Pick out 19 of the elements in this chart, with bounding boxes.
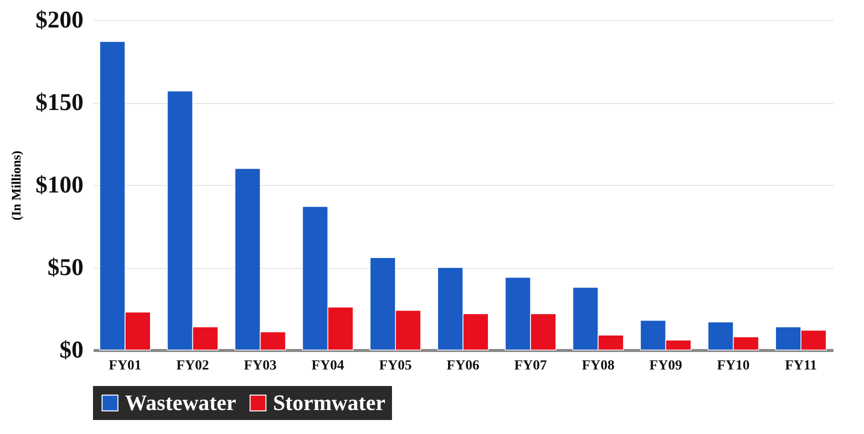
x-tick-label: FY09	[649, 358, 682, 374]
legend-label: Stormwater	[273, 390, 386, 415]
y-tick-label: $100	[36, 172, 84, 198]
x-tick-label: FY03	[244, 358, 277, 374]
x-tick-label: FY06	[446, 358, 480, 374]
x-tick-label: FY04	[312, 358, 344, 374]
y-tick-label: $50	[48, 255, 84, 281]
y-tick-label: $200	[36, 8, 84, 34]
y-tick-label: $0	[60, 338, 84, 364]
x-tick-label: FY01	[108, 358, 142, 374]
x-tick-label: FY05	[379, 358, 412, 374]
y-axis-title: (In Millions)	[8, 150, 24, 220]
x-tick-label: FY10	[716, 358, 750, 374]
x-tick-label: FY08	[582, 358, 614, 374]
x-tick-label: FY11	[784, 358, 817, 374]
legend-label: Wastewater	[125, 390, 236, 415]
x-tick-label: FY07	[514, 358, 547, 374]
y-tick-label: $150	[36, 90, 84, 116]
x-tick-label: FY02	[176, 358, 210, 374]
